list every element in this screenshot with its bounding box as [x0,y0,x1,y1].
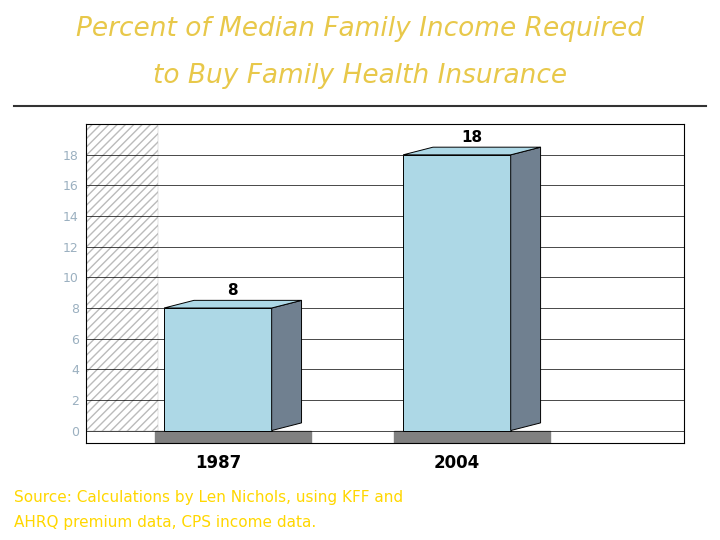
Polygon shape [403,155,510,430]
Text: Percent of Median Family Income Required: Percent of Median Family Income Required [76,16,644,42]
Text: 2004: 2004 [433,454,480,471]
Text: 8: 8 [228,283,238,298]
Text: to Buy Family Health Insurance: to Buy Family Health Insurance [153,63,567,89]
Polygon shape [394,430,549,443]
Text: 1987: 1987 [194,454,241,471]
Text: AHRQ premium data, CPS income data.: AHRQ premium data, CPS income data. [14,515,317,530]
Polygon shape [271,300,302,430]
Polygon shape [155,430,310,443]
Text: 18: 18 [462,130,482,145]
Text: Source: Calculations by Len Nichols, using KFF and: Source: Calculations by Len Nichols, usi… [14,490,403,505]
Polygon shape [403,147,541,155]
Polygon shape [164,308,271,430]
Polygon shape [164,300,302,308]
Polygon shape [510,147,541,430]
